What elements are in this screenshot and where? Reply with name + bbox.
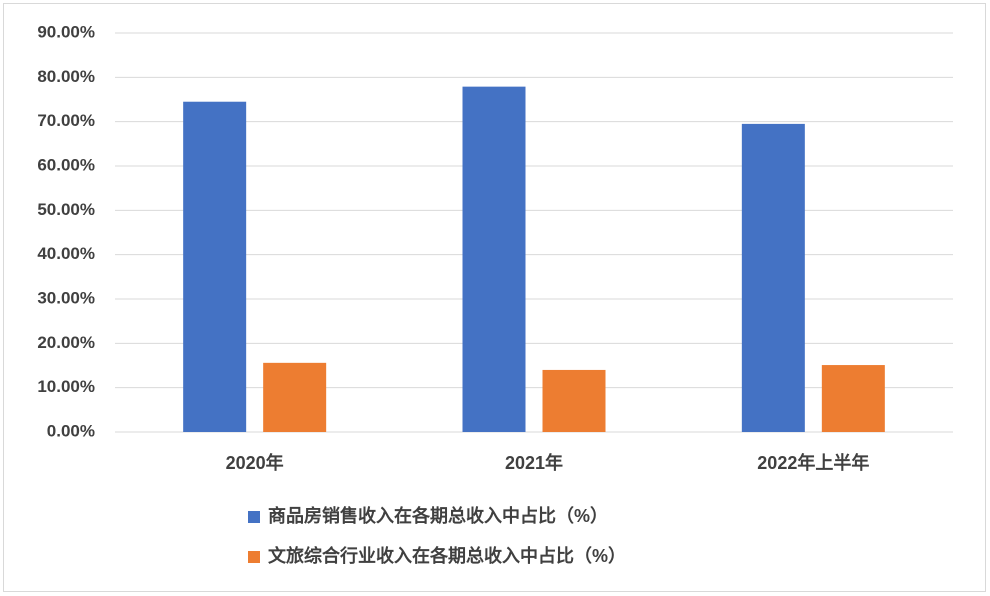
y-tick-label: 30.00% xyxy=(37,288,95,307)
bar xyxy=(821,365,885,432)
bar xyxy=(183,101,247,432)
y-tick-label: 80.00% xyxy=(37,67,95,86)
bar xyxy=(542,369,606,432)
bar xyxy=(462,86,526,432)
y-tick-label: 60.00% xyxy=(37,155,95,174)
y-tick-label: 50.00% xyxy=(37,200,95,219)
legend-label: 商品房销售收入在各期总收入中占比（%） xyxy=(268,505,608,526)
y-tick-label: 20.00% xyxy=(37,333,95,352)
y-tick-label: 0.00% xyxy=(47,421,95,440)
bar xyxy=(741,123,805,432)
y-tick-label: 40.00% xyxy=(37,244,95,263)
x-tick-label: 2021年 xyxy=(505,452,563,473)
bar xyxy=(263,362,327,432)
x-tick-label: 2020年 xyxy=(226,452,284,473)
y-tick-label: 70.00% xyxy=(37,111,95,130)
legend-swatch xyxy=(248,511,260,523)
legend-swatch xyxy=(248,551,260,563)
y-tick-label: 10.00% xyxy=(37,377,95,396)
x-tick-label: 2022年上半年 xyxy=(757,452,869,473)
legend-label: 文旅综合行业收入在各期总收入中占比（%） xyxy=(268,545,626,566)
y-tick-label: 90.00% xyxy=(37,22,95,41)
